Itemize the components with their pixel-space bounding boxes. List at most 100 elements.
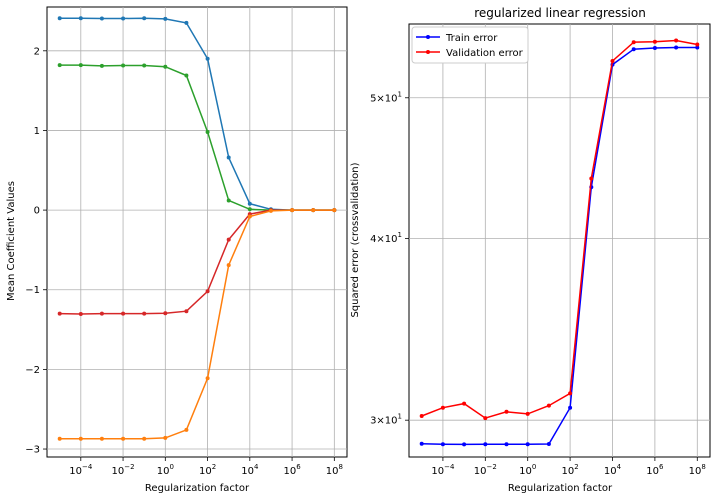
left-series — [57, 16, 337, 441]
data-point — [440, 442, 445, 447]
data-point — [184, 427, 189, 432]
data-point — [419, 441, 424, 446]
data-point — [290, 208, 295, 213]
y-tick-label: 1 — [34, 126, 40, 137]
data-point — [652, 46, 657, 50]
data-point — [504, 442, 509, 447]
y-tick-label: −3 — [25, 445, 40, 456]
right-x-axis-label: Regularization factor — [508, 483, 613, 494]
data-point — [652, 39, 657, 44]
legend-marker-validation — [426, 50, 430, 54]
data-point — [546, 403, 551, 408]
data-point — [631, 47, 636, 52]
data-point — [205, 56, 210, 61]
data-point — [121, 63, 126, 68]
right-series — [419, 38, 700, 447]
right-y-axis-label: Squared error (crossvalidation) — [350, 162, 361, 317]
data-point — [163, 311, 168, 316]
data-point — [99, 311, 104, 316]
data-point — [610, 59, 615, 63]
data-point — [99, 436, 104, 441]
data-point — [483, 442, 488, 447]
data-point — [163, 16, 168, 21]
data-point — [184, 20, 189, 25]
legend-label-train: Train error — [445, 33, 498, 44]
data-point — [589, 176, 594, 181]
y-tick-label: 4×101 — [370, 231, 402, 245]
data-point — [462, 442, 467, 447]
data-point — [568, 391, 573, 396]
data-point — [184, 73, 189, 78]
data-point — [226, 237, 231, 242]
right-plot-frame — [408, 23, 711, 458]
data-point — [226, 155, 231, 160]
left-x-axis-label: Regularization factor — [145, 483, 250, 494]
data-point — [247, 201, 252, 206]
error-chart: 10−4 10−2 100 102 104 106 108 3×1014×1015×101 … — [350, 6, 711, 494]
data-point — [205, 289, 210, 294]
data-point — [57, 63, 62, 68]
data-point — [695, 42, 700, 47]
data-point — [268, 208, 273, 213]
data-point — [121, 311, 126, 316]
data-point — [78, 16, 83, 21]
series-line-0 — [421, 46, 698, 446]
data-point — [78, 312, 83, 316]
data-point — [462, 401, 467, 406]
data-point — [674, 45, 679, 50]
data-point — [568, 405, 573, 410]
data-point — [57, 436, 62, 441]
data-point — [78, 436, 83, 441]
legend-label-validation: Validation error — [446, 48, 524, 59]
left-y-axis-label: Mean Coefficient Values — [6, 181, 17, 301]
y-tick-label: 2 — [34, 46, 40, 57]
right-y-ticks: 3×101 4×101 5×101 — [370, 90, 409, 427]
data-point — [631, 40, 636, 45]
data-point — [674, 38, 679, 43]
data-point — [142, 436, 147, 441]
y-tick-label: 0 — [34, 206, 40, 217]
data-point — [205, 130, 210, 134]
legend-box — [411, 26, 529, 64]
data-point — [142, 63, 147, 68]
left-y-ticks: −3 −2 −1 0 1 2 — [25, 46, 47, 456]
data-point — [99, 16, 104, 21]
y-tick-label: 3×101 — [370, 413, 402, 427]
data-point — [247, 214, 252, 219]
data-point — [226, 198, 231, 203]
data-point — [504, 409, 509, 414]
data-point — [311, 208, 316, 213]
data-point — [121, 16, 126, 21]
series-line-3 — [59, 209, 335, 440]
legend: Train error Validation error — [411, 26, 529, 64]
data-point — [440, 405, 445, 410]
data-point — [163, 64, 168, 69]
data-point — [57, 311, 62, 316]
data-point — [525, 411, 530, 416]
data-point — [483, 416, 488, 421]
right-gridlines — [409, 24, 710, 457]
y-tick-label: 5×101 — [370, 90, 402, 104]
data-point — [184, 309, 189, 314]
data-point — [163, 435, 168, 440]
data-point — [332, 208, 337, 213]
data-point — [695, 45, 700, 50]
data-point — [247, 207, 252, 212]
data-point — [142, 16, 147, 21]
right-chart-title: regularized linear regression — [474, 6, 646, 20]
data-point — [419, 414, 424, 418]
legend-marker-train — [426, 35, 430, 39]
left-gridlines — [47, 7, 347, 457]
data-point — [121, 436, 126, 441]
data-point — [546, 442, 551, 446]
left-plot-frame — [46, 6, 348, 458]
y-tick-label: −1 — [25, 285, 40, 296]
series-line-1 — [421, 39, 698, 419]
data-point — [226, 263, 231, 268]
y-tick-label: −2 — [25, 365, 40, 376]
data-point — [78, 63, 83, 68]
data-point — [525, 442, 530, 447]
data-point — [205, 376, 210, 381]
